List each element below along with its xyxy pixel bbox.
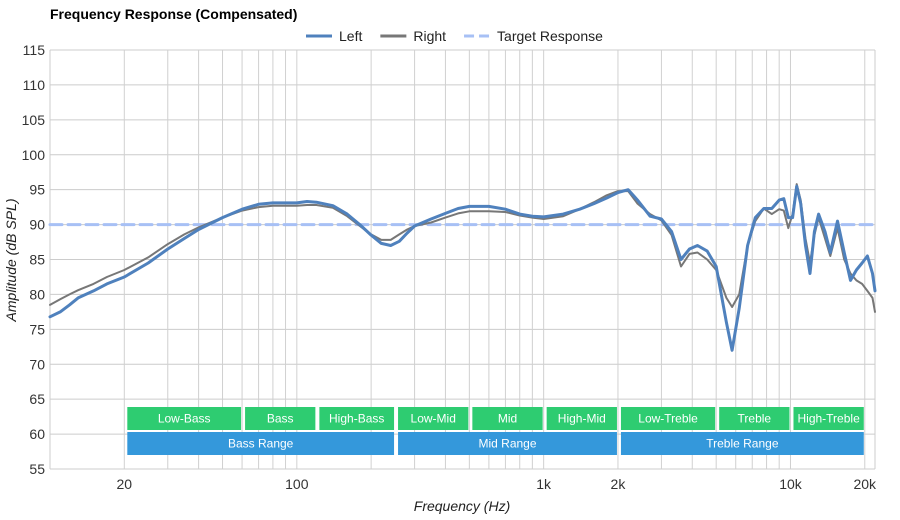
band-label: High-Mid — [558, 412, 606, 426]
chart-title: Frequency Response (Compensated) — [50, 6, 297, 22]
x-tick-label: 20 — [117, 476, 133, 492]
band-high-treble — [793, 407, 864, 430]
band-label: Low-Treble — [638, 412, 698, 426]
x-tick-label: 100 — [285, 476, 309, 492]
band-mid — [472, 407, 543, 430]
series-line-left — [48, 184, 877, 352]
band-label: Low-Bass — [158, 412, 211, 426]
y-tick-labels: 55 60 65 70 75 80 85 90 95 100 105 110 115 — [22, 42, 46, 477]
x-tick-label: 1k — [536, 476, 552, 492]
band-label: Bass — [267, 412, 294, 426]
y-tick-label: 100 — [22, 147, 46, 163]
band-label: Treble Range — [706, 437, 779, 451]
grid — [49, 49, 876, 470]
frequency-bands: Low-Bass Bass High-Bass Low-Mid Mid High-Mid L… — [127, 407, 864, 455]
legend-label-left: Left — [339, 28, 362, 44]
y-axis-title: Amplitude (dB SPL) — [3, 199, 19, 323]
x-tick-labels: 20 100 1k 2k 10k 20k — [117, 476, 878, 492]
band-treble-range — [620, 432, 864, 455]
y-tick-label: 110 — [23, 77, 46, 93]
y-tick-label: 105 — [22, 112, 46, 128]
series-line-right — [49, 183, 876, 313]
band-label: High-Bass — [329, 412, 384, 426]
y-tick-label: 75 — [29, 321, 45, 337]
band-mid-range — [398, 432, 617, 455]
x-tick-label: 2k — [611, 476, 627, 492]
band-high-mid — [546, 407, 617, 430]
x-tick-label: 20k — [853, 476, 877, 492]
legend-label-target-response: Target Response — [497, 28, 603, 44]
band-low-mid — [398, 407, 469, 430]
band-label: Bass Range — [228, 437, 294, 451]
x-tick-label: 10k — [779, 476, 803, 492]
band-bass — [245, 407, 316, 430]
y-tick-label: 95 — [29, 182, 45, 198]
band-low-treble — [620, 407, 716, 430]
y-tick-label: 60 — [29, 426, 45, 442]
band-low-bass — [127, 407, 242, 430]
band-label: Mid — [498, 412, 517, 426]
band-label: Treble — [738, 412, 772, 426]
y-tick-label: 90 — [29, 217, 45, 233]
y-tick-label: 55 — [29, 461, 45, 477]
band-label: Low-Mid — [411, 412, 456, 426]
band-high-bass — [319, 407, 395, 430]
x-axis-title: Frequency (Hz) — [414, 498, 510, 514]
y-tick-label: 65 — [29, 391, 45, 407]
band-treble — [719, 407, 790, 430]
y-tick-label: 85 — [29, 252, 45, 268]
legend-label-right: Right — [413, 28, 446, 44]
band-label: Mid Range — [478, 437, 536, 451]
band-label: High-Treble — [798, 412, 861, 426]
y-tick-label: 115 — [23, 42, 46, 58]
band-bass-range — [127, 432, 395, 455]
legend: Left Right Target Response — [306, 28, 603, 44]
y-tick-label: 70 — [29, 356, 45, 372]
series-lines — [48, 183, 877, 352]
y-tick-label: 80 — [29, 286, 45, 302]
